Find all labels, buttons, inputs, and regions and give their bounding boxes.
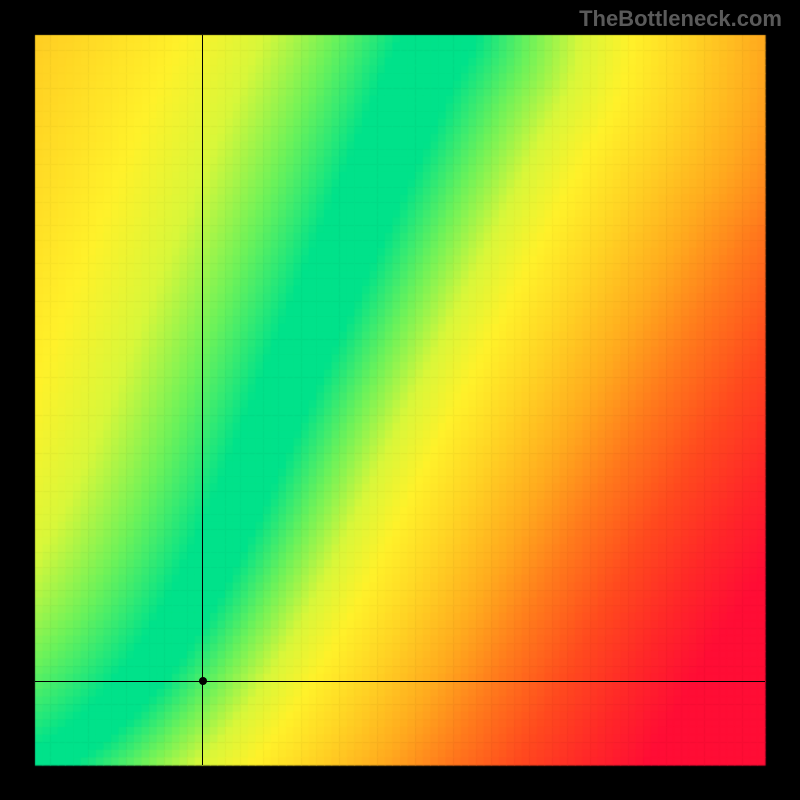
crosshair-point (199, 677, 207, 685)
watermark-text: TheBottleneck.com (579, 6, 782, 32)
crosshair-vertical-line (202, 35, 203, 765)
crosshair-horizontal-line (35, 681, 765, 682)
